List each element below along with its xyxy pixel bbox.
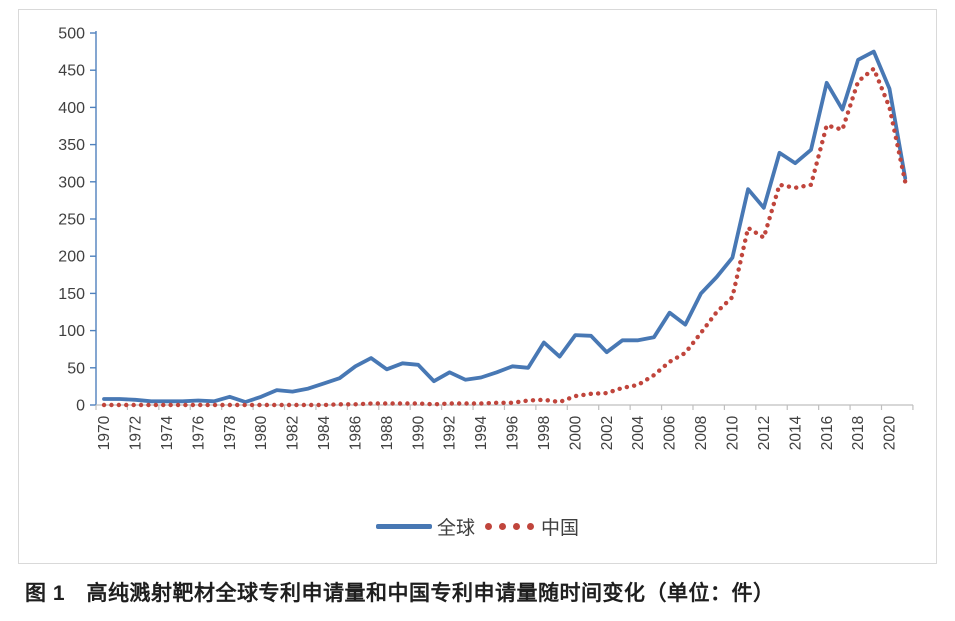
y-tick-label: 100 [58, 323, 85, 340]
x-tick-label: 1976 [190, 416, 207, 450]
legend-global-label: 全球 [436, 518, 475, 539]
china-dots-swatch [483, 523, 536, 530]
x-tick-label: 1988 [379, 416, 396, 450]
y-tick-label: 0 [76, 398, 85, 415]
series-global-line [102, 49, 908, 404]
x-tick-label: 2000 [567, 415, 584, 450]
y-tick-label: 200 [58, 249, 85, 266]
y-tick-label: 250 [58, 212, 85, 229]
legend-item-china: 中国 [483, 513, 579, 540]
y-tick-label: 400 [58, 100, 85, 117]
x-tick-label: 2010 [725, 415, 742, 450]
x-tick-label: 1984 [316, 415, 333, 450]
x-tick-label: 1978 [222, 416, 239, 450]
x-tick-label: 2014 [787, 415, 804, 450]
x-tick-label: 1990 [410, 415, 427, 450]
global-line-swatch [375, 524, 432, 529]
figure-caption: 图 1 高纯溅射靶材全球专利申请量和中国专利申请量随时间变化（单位：件） [25, 582, 775, 605]
x-tick-label: 1986 [347, 416, 364, 450]
x-tick-label: 2012 [756, 416, 773, 450]
series-china-line [101, 66, 908, 408]
x-tick-label: 1998 [536, 416, 553, 450]
x-tick-label: 1994 [473, 415, 490, 450]
x-tick-label: 1974 [159, 415, 176, 450]
x-tick-label: 2016 [819, 416, 836, 450]
y-tick-label: 500 [58, 26, 85, 43]
x-tick-label: 2006 [662, 416, 679, 450]
chart-canvas: 0 50 100 150 200 250 300 350 400 450 500 1970 1972 19… [58, 26, 914, 450]
x-tick-label: 2018 [850, 416, 867, 450]
x-tick-label: 2002 [599, 416, 616, 450]
y-tick-label: 150 [58, 286, 85, 303]
x-tick-label: 1992 [442, 416, 459, 450]
y-tick-label: 50 [67, 360, 85, 377]
y-tick-label: 450 [58, 63, 85, 80]
x-tick-label: 2008 [693, 416, 710, 450]
y-tick-label: 300 [58, 174, 85, 191]
legend: 全球 中国 [19, 513, 936, 540]
x-tick-label: 1970 [96, 415, 113, 450]
chart-area: 0 50 100 150 200 250 300 350 400 450 500 1970 1972 19… [18, 9, 937, 564]
x-tick-label: 1982 [285, 416, 302, 450]
legend-item-global: 全球 [375, 513, 475, 540]
y-tick-label: 350 [58, 137, 85, 154]
x-tick-label: 1996 [505, 416, 522, 450]
x-tick-label: 1980 [253, 415, 270, 450]
x-tick-label: 2004 [630, 415, 647, 450]
x-tick-label: 2020 [882, 415, 899, 450]
legend-china-label: 中国 [541, 518, 580, 539]
x-tick-label: 1972 [128, 416, 145, 450]
